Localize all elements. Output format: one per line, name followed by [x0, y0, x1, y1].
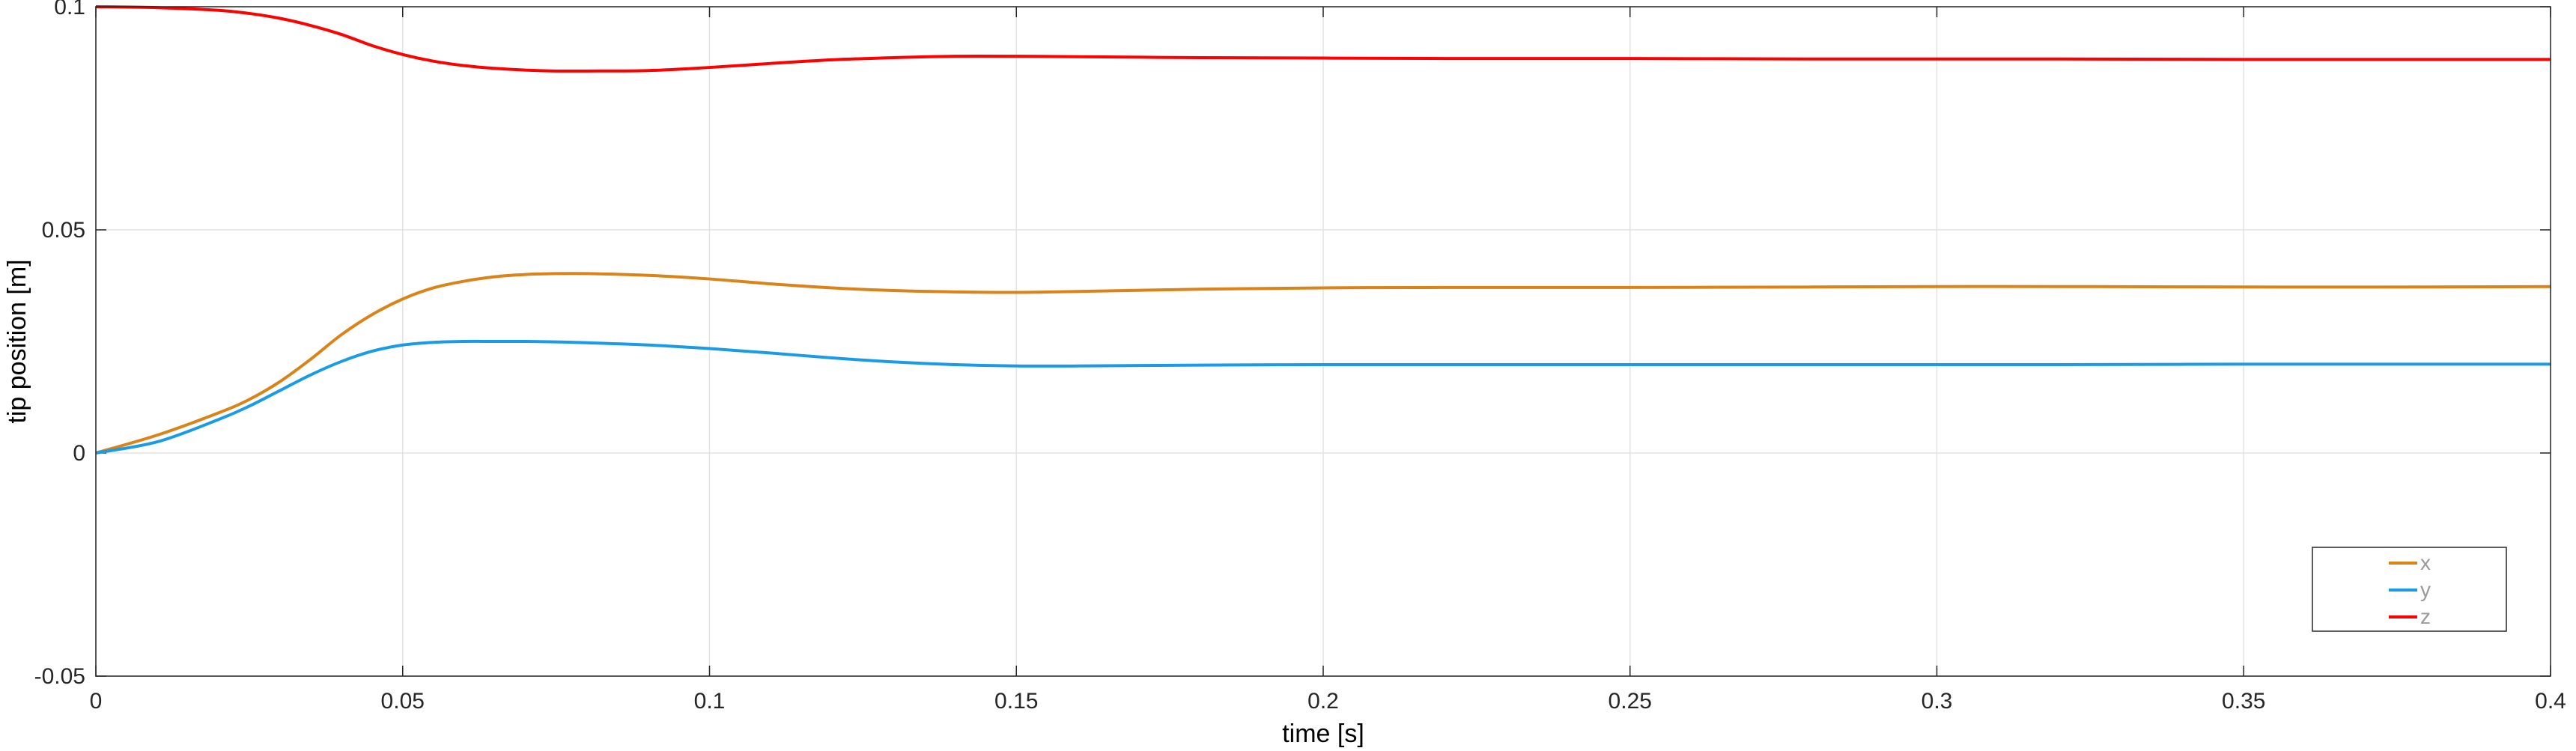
- series-line-x: [95, 272, 2551, 454]
- x-tick-label: 0.25: [1609, 689, 1652, 714]
- x-tick-label: 0.2: [1307, 689, 1339, 714]
- y-tick-label: -0.05: [34, 664, 85, 689]
- y-tick-labels: -0.05 0 0.05 0.1: [34, 0, 85, 689]
- plot-frame: [95, 6, 2551, 677]
- legend-label-x: x: [2420, 551, 2431, 574]
- x-tick-labels: 0 0.05 0.1 0.15 0.2 0.25 0.3 0.35 0.4: [90, 689, 2566, 714]
- x-tick-label: 0.4: [2535, 689, 2566, 714]
- x-tick-label: 0.3: [1922, 689, 1953, 714]
- x-tick-label: 0: [90, 689, 103, 714]
- x-tick-label: 0.15: [994, 689, 1038, 714]
- y-axis-label: tip position [m]: [3, 259, 31, 423]
- series-line-y: [95, 339, 2551, 454]
- legend: xyz: [2312, 547, 2507, 632]
- x-axis-label: time [s]: [1282, 720, 1364, 748]
- series-line-z: [95, 5, 2551, 73]
- x-tick-label: 0.1: [694, 689, 726, 714]
- y-tick-label: 0.05: [42, 218, 85, 243]
- series-lines: [95, 5, 2551, 454]
- x-tick-label: 0.35: [2222, 689, 2265, 714]
- x-tick-label: 0.05: [381, 689, 425, 714]
- legend-label-y: y: [2420, 578, 2431, 601]
- y-tick-label: 0: [73, 441, 85, 466]
- legend-label-z: z: [2420, 605, 2431, 628]
- y-tick-label: 0.1: [54, 0, 85, 19]
